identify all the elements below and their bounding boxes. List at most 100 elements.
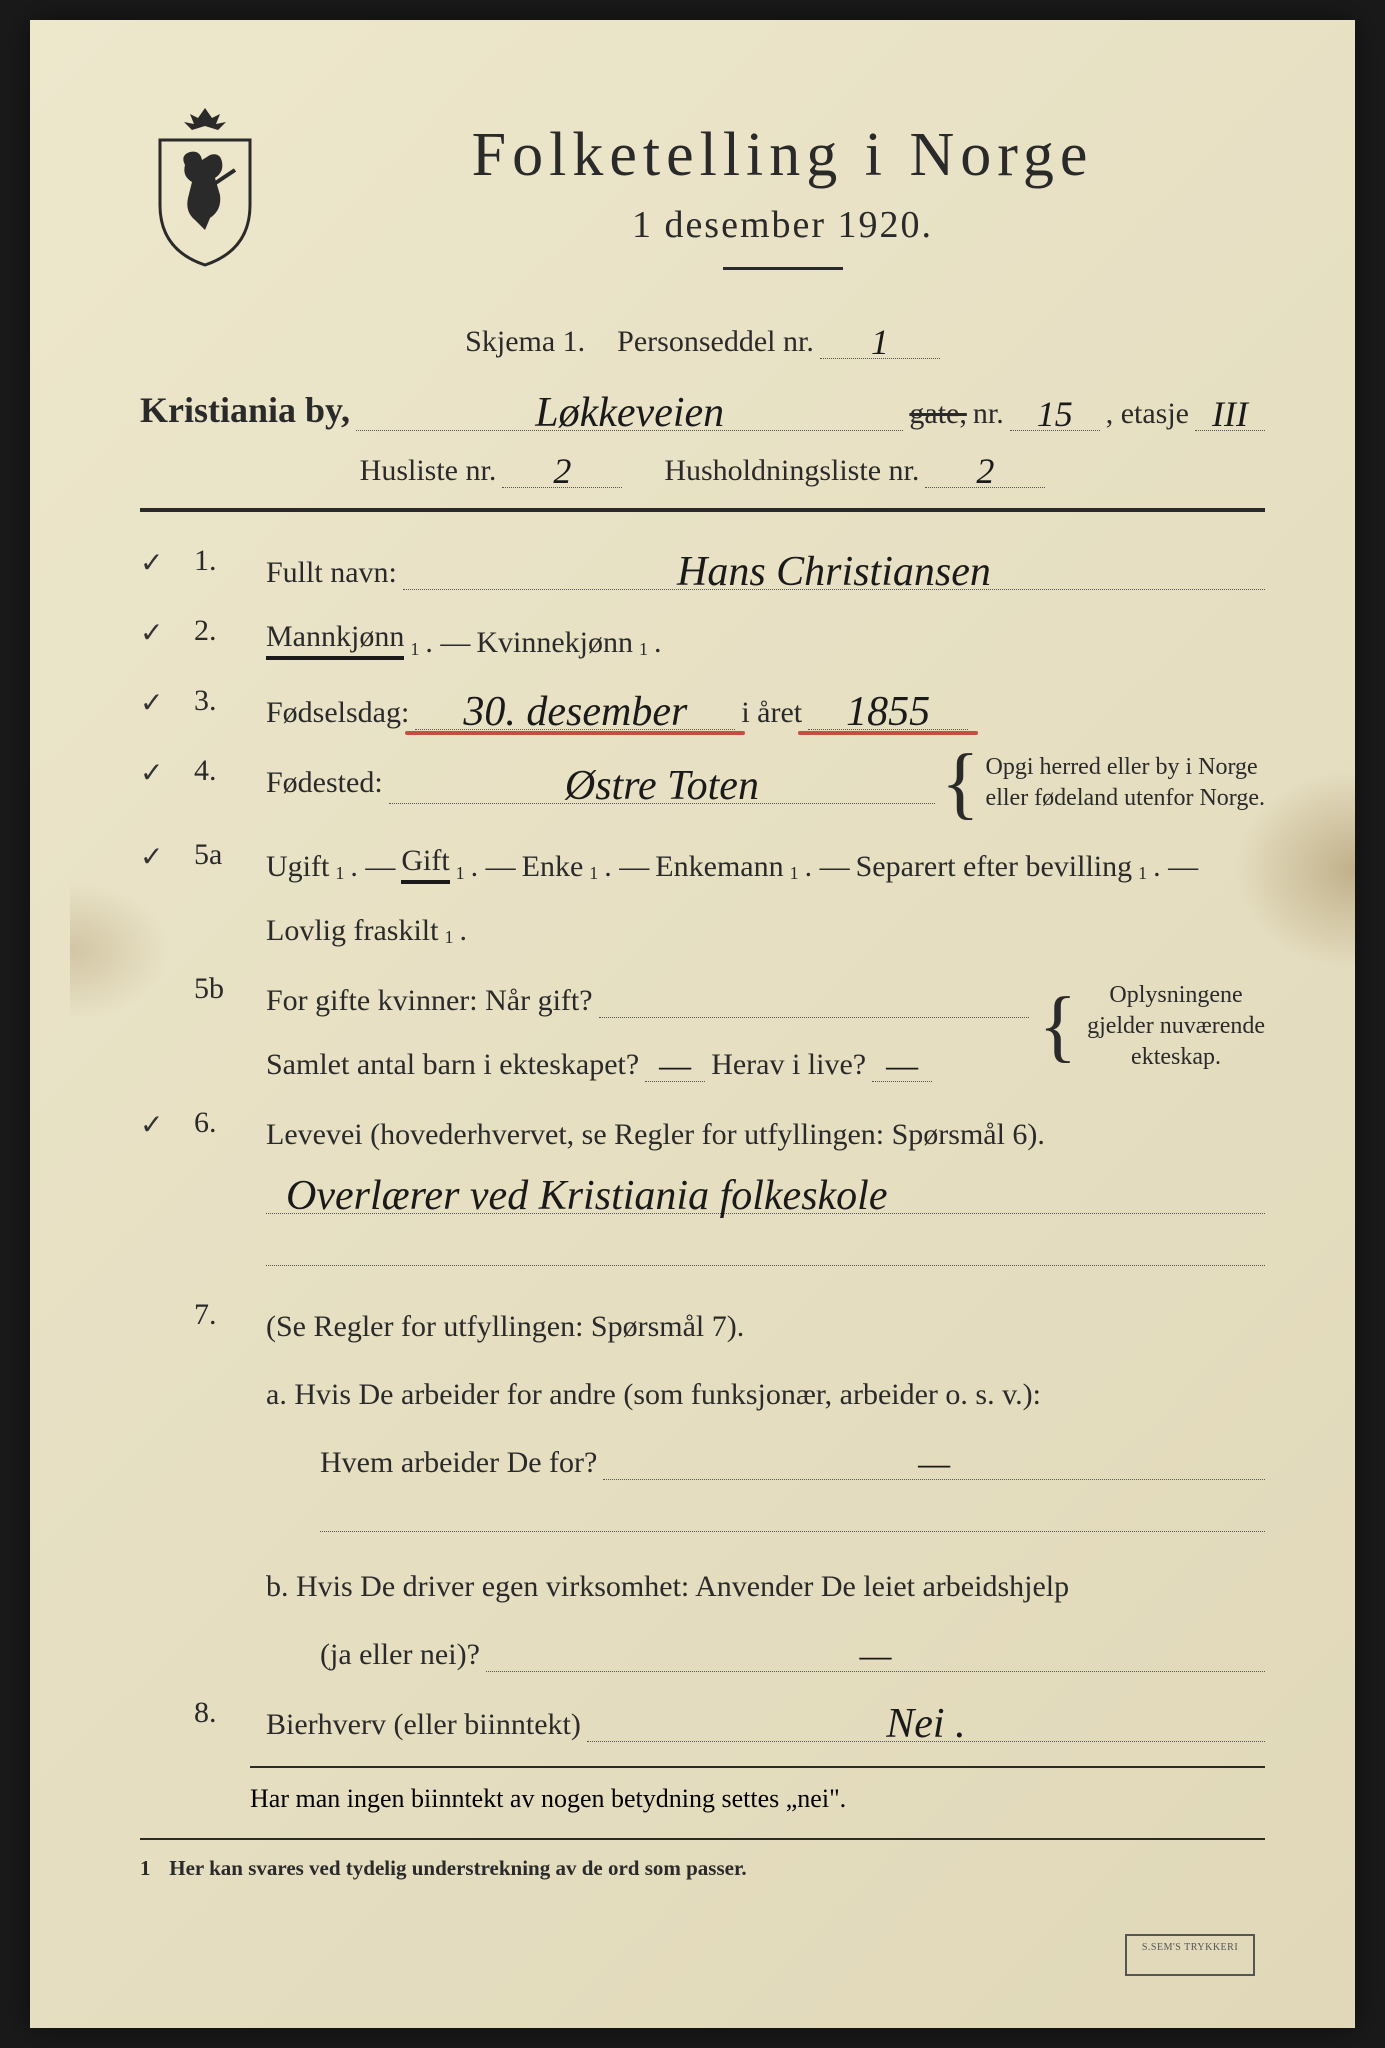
q8-value: Nei . [886, 1706, 965, 1744]
q3-year-field: 1855 [808, 688, 968, 730]
title-block: Folketelling i Norge 1 desember 1920. [300, 100, 1265, 300]
checkmark-icon: ✓ [140, 682, 174, 720]
footer-hint: Har man ingen biinntekt av nogen betydni… [250, 1784, 1265, 1814]
header: Folketelling i Norge 1 desember 1920. [140, 100, 1265, 300]
q6-value: Overlærer ved Kristiania folkeskole [286, 1178, 888, 1216]
street-value: Løkkeveien [535, 395, 724, 433]
q5b-gift-field [599, 1015, 1029, 1018]
husholdning-field: 2 [925, 449, 1045, 488]
nr-value: 15 [1037, 398, 1073, 430]
q6-field: Overlærer ved Kristiania folkeskole [266, 1172, 1265, 1214]
q4-field: Østre Toten [389, 762, 935, 804]
q4-value: Østre Toten [565, 768, 759, 806]
q7a-field: — [603, 1441, 1265, 1480]
checkmark-icon: ✓ [140, 1104, 174, 1142]
husliste-label: Husliste nr. [360, 454, 497, 488]
husliste-line: Husliste nr. 2 Husholdningsliste nr. 2 [140, 449, 1265, 488]
checkmark-placeholder [140, 1296, 174, 1300]
q5b-note: Oplysningene gjelder nuværende ekteskap. [1087, 980, 1265, 1074]
q4-note: Opgi herred eller by i Norge eller fødel… [986, 752, 1265, 814]
q3-label: Fødselsdag: [266, 696, 409, 730]
q8-field: Nei . [587, 1700, 1265, 1742]
q5b-live-field: — [872, 1043, 932, 1082]
blank-line [266, 1222, 1265, 1266]
q5b-l1: For gifte kvinner: Når gift? [266, 984, 593, 1018]
q1-field: Hans Christiansen [403, 548, 1265, 590]
husholdning-value: 2 [976, 455, 994, 487]
q3-year-value: 1855 [846, 694, 930, 732]
q8-label: Bierhverv (eller biinntekt) [266, 1708, 581, 1742]
q5a-num: 5a [194, 836, 246, 872]
paper-stain [70, 880, 170, 1020]
q4-num: 4. [194, 752, 246, 788]
question-4: ✓ 4. Fødested: Østre Toten { Opgi herred… [140, 752, 1265, 814]
husliste-value: 2 [553, 455, 571, 487]
address-line: Kristiania by, Løkkeveien gate, nr. 15 ,… [140, 389, 1265, 431]
q8-num: 8. [194, 1694, 246, 1730]
q7b-value: — [859, 1639, 891, 1671]
divider [140, 1838, 1265, 1840]
q7a-value: — [918, 1447, 950, 1479]
footnote: 1 Her kan svares ved tydelig understrekn… [140, 1856, 1265, 1881]
q1-label: Fullt navn: [266, 556, 397, 590]
census-form-page: Folketelling i Norge 1 desember 1920. Sk… [30, 20, 1355, 2028]
q1-value: Hans Christiansen [677, 554, 991, 592]
q4-label: Fødested: [266, 766, 383, 800]
q5a-opt-2: Enke [522, 850, 584, 884]
blank-line [320, 1488, 1265, 1532]
q7-b2: (ja eller nei)? [320, 1638, 480, 1672]
q6-num: 6. [194, 1104, 246, 1140]
section-divider [140, 508, 1265, 512]
footnote-num: 1 [140, 1856, 164, 1881]
skjema-label: Skjema 1. [465, 325, 585, 359]
nr-field: 15 [1010, 392, 1100, 431]
checkmark-icon: ✓ [140, 752, 174, 790]
question-3: ✓ 3. Fødselsdag: 30. desember i året 185… [140, 682, 1265, 730]
q7-label: (Se Regler for utfyllingen: Spørsmål 7). [266, 1310, 744, 1344]
q7b-field: — [486, 1633, 1265, 1672]
brace-icon: { [1039, 1006, 1077, 1046]
question-8: 8. Bierhverv (eller biinntekt) Nei . [140, 1694, 1265, 1742]
etasje-field: III [1195, 392, 1265, 431]
brace-icon: { [941, 763, 979, 803]
q7-b1: b. Hvis De driver egen virksomhet: Anven… [266, 1570, 1069, 1604]
etasje-label: , etasje [1106, 397, 1189, 431]
q5a-opt-0: Ugift [266, 850, 329, 884]
q5a-opt-1: Gift [401, 844, 449, 884]
question-2: ✓ 2. Mannkjønn1. — Kvinnekjønn1. [140, 612, 1265, 660]
q2-male: Mannkjønn [266, 620, 404, 660]
q7-a2: Hvem arbeider De for? [320, 1446, 597, 1480]
checkmark-icon: ✓ [140, 836, 174, 874]
printer-stamp: S.SEM'S TRYKKERI [1125, 1934, 1255, 1976]
q7-a1: a. Hvis De arbeider for andre (som funks… [266, 1378, 1041, 1412]
husliste-field: 2 [502, 449, 622, 488]
q6-label: Levevei (hovederhvervet, se Regler for u… [266, 1118, 1045, 1152]
q3-day-value: 30. desember [463, 694, 687, 732]
husholdning-label: Husholdningsliste nr. [664, 454, 919, 488]
checkmark-icon: ✓ [140, 542, 174, 580]
question-7: 7. (Se Regler for utfyllingen: Spørsmål … [140, 1296, 1265, 1672]
q3-day-field: 30. desember [415, 688, 735, 730]
question-5b: 5b For gifte kvinner: Når gift? Samlet a… [140, 970, 1265, 1082]
question-6: ✓ 6. Levevei (hovederhvervet, se Regler … [140, 1104, 1265, 1266]
street-field: Løkkeveien [356, 389, 903, 431]
gate-label: gate, [909, 397, 966, 431]
q3-num: 3. [194, 682, 246, 718]
q5a-line2: Lovlig fraskilt [266, 914, 438, 948]
etasje-value: III [1212, 398, 1248, 430]
divider [250, 1766, 1265, 1768]
main-title: Folketelling i Norge [300, 120, 1265, 191]
q7-num: 7. [194, 1296, 246, 1332]
q5a-opt-3: Enkemann [655, 850, 783, 884]
q5b-l2a: Samlet antal barn i ekteskapet? [266, 1048, 639, 1082]
sub-title: 1 desember 1920. [300, 203, 1265, 247]
question-1: ✓ 1. Fullt navn: Hans Christiansen [140, 542, 1265, 590]
checkmark-placeholder [140, 1694, 174, 1698]
q1-num: 1. [194, 542, 246, 578]
q5b-barn-field: — [645, 1043, 705, 1082]
q3-year-label: i året [741, 696, 802, 730]
person-nr-value: 1 [871, 326, 889, 358]
q5a-opt-4: Separert efter bevilling [856, 850, 1133, 884]
coat-of-arms-icon [140, 100, 270, 270]
title-rule [723, 267, 843, 270]
